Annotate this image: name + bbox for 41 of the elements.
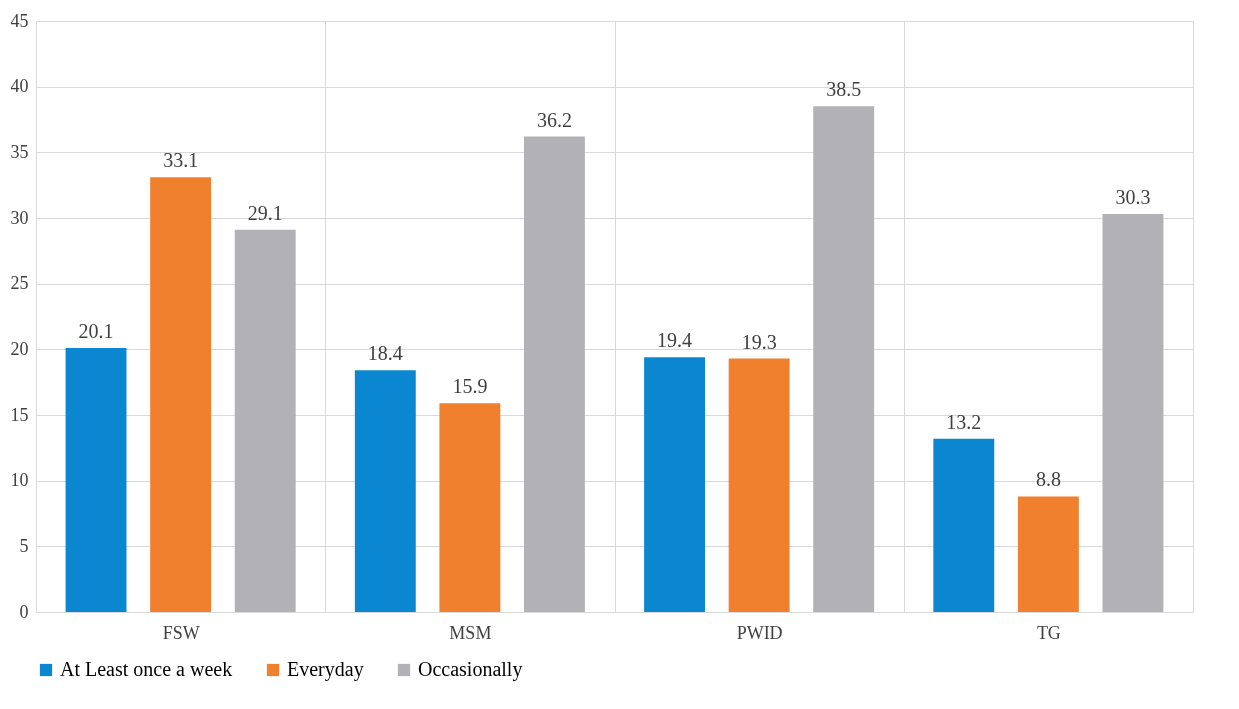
bar — [644, 357, 705, 612]
y-tick-label: 0 — [19, 601, 29, 622]
y-tick-label: 5 — [19, 535, 29, 556]
bar — [354, 370, 416, 612]
x-tick-label: MSM — [449, 622, 492, 643]
bar — [65, 348, 127, 612]
data-label: 8.8 — [1035, 468, 1061, 491]
data-label: 15.9 — [452, 375, 488, 398]
data-label: 19.3 — [741, 330, 777, 353]
data-label: 20.1 — [78, 320, 114, 343]
y-tick-label: 30 — [10, 207, 29, 228]
data-label: 36.2 — [536, 108, 572, 131]
bar — [728, 358, 790, 612]
bar — [933, 438, 995, 612]
y-tick-label: 20 — [10, 338, 29, 359]
x-tick-label: PWID — [736, 622, 783, 643]
y-tick-label: 40 — [10, 76, 29, 97]
data-label: 13.2 — [946, 410, 982, 433]
x-tick-label: TG — [1036, 622, 1061, 643]
y-tick-label: 10 — [10, 470, 29, 491]
y-tick-label: 45 — [10, 10, 29, 31]
y-tick-label: 35 — [10, 141, 29, 162]
legend-label: Occasionally — [418, 658, 523, 681]
y-tick-label: 15 — [10, 404, 29, 425]
data-label: 38.5 — [826, 78, 862, 101]
bar — [1017, 496, 1079, 612]
bar — [234, 229, 296, 612]
bar — [439, 403, 501, 612]
y-tick-label: 25 — [10, 273, 29, 294]
data-label: 19.4 — [657, 329, 693, 352]
data-label: 33.1 — [163, 149, 199, 172]
bar — [150, 177, 212, 612]
data-label: 30.3 — [1115, 186, 1151, 209]
bar — [524, 136, 585, 612]
bar — [1102, 214, 1164, 612]
bar — [813, 106, 875, 612]
legend-label: Everyday — [287, 658, 364, 681]
data-label: 29.1 — [247, 201, 283, 224]
x-tick-label: FSW — [162, 622, 200, 643]
legend-label: At Least once a week — [60, 658, 233, 680]
data-label: 18.4 — [367, 342, 403, 365]
